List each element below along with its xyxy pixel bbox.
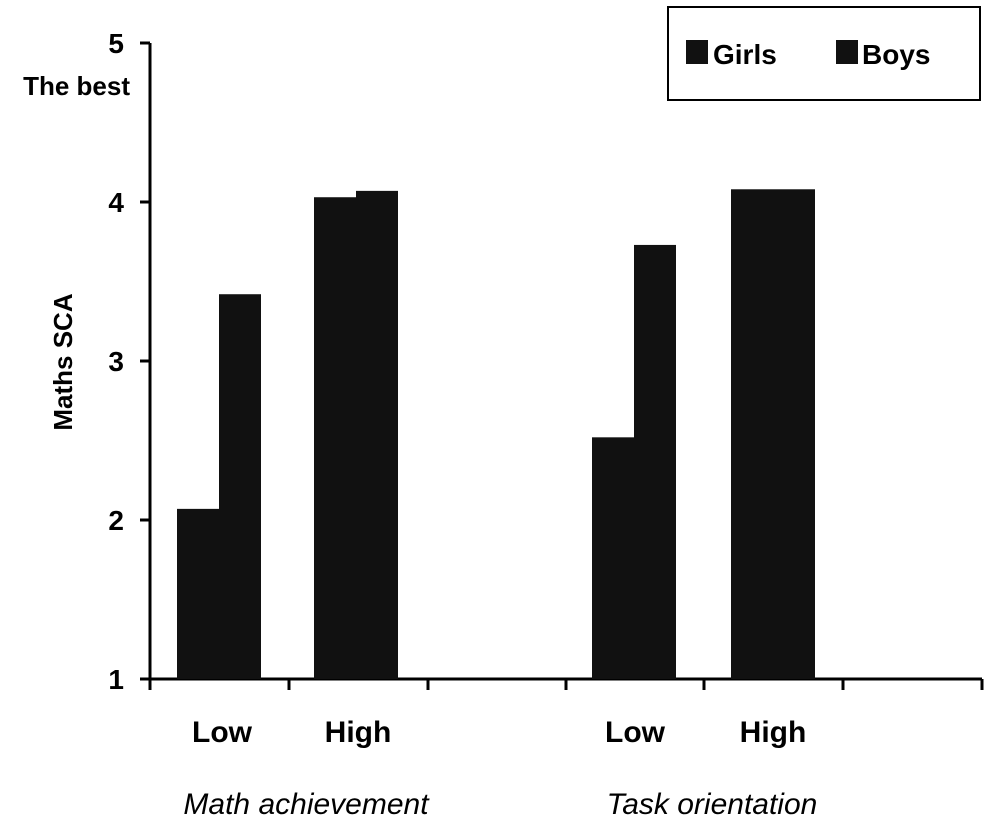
bar-girls-2 <box>592 437 634 679</box>
legend-label-girls: Girls <box>713 39 777 70</box>
bar-boys-0 <box>219 294 261 679</box>
x-ticks <box>148 679 984 690</box>
y-tick-label: 3 <box>108 346 124 377</box>
y-max-annotation: The best <box>23 71 130 101</box>
bar-boys-1 <box>356 190 398 679</box>
bar-girls-3 <box>731 189 773 679</box>
y-tick-label: 5 <box>108 28 124 59</box>
group-labels: Math achievement Task orientation <box>183 788 817 821</box>
legend-label-boys: Boys <box>862 39 930 70</box>
bar-boys-2 <box>634 244 676 679</box>
y-tick-label: 4 <box>108 187 124 218</box>
y-tick-label: 2 <box>108 505 124 536</box>
legend-swatch-boys <box>836 40 858 64</box>
bar-girls-0 <box>177 508 219 679</box>
category-label: High <box>740 716 807 749</box>
group-label: Task orientation <box>607 788 818 821</box>
bar-girls-1 <box>314 197 356 680</box>
legend-swatch-girls <box>686 40 708 64</box>
y-ticks: 1 2 3 4 5 <box>108 28 150 695</box>
category-label: High <box>325 716 392 749</box>
y-axis-title: Maths SCA <box>48 293 78 430</box>
legend-box <box>667 6 981 101</box>
category-labels: Low High Low High <box>192 716 806 749</box>
bar-boys-3 <box>773 189 815 679</box>
legend: Girls Boys <box>667 6 981 101</box>
y-tick-label: 1 <box>108 664 124 695</box>
group-label: Math achievement <box>183 788 430 821</box>
category-label: Low <box>605 716 666 749</box>
bars <box>177 189 815 680</box>
category-label: Low <box>192 716 253 749</box>
